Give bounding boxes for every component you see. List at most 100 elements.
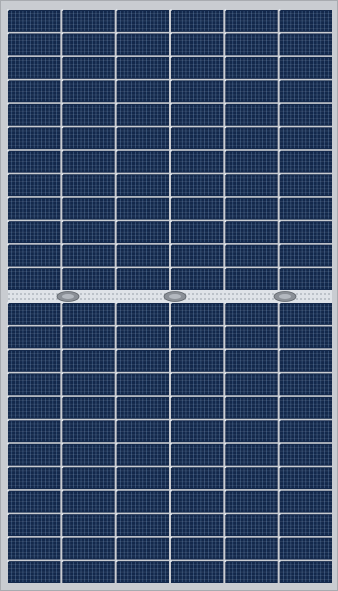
solar-cell xyxy=(61,302,115,325)
solar-cell xyxy=(115,32,169,56)
solar-cell xyxy=(278,149,332,173)
solar-cell xyxy=(115,395,169,419)
solar-cell xyxy=(278,196,332,220)
solar-cell xyxy=(7,419,61,443)
solar-cell xyxy=(278,32,332,56)
solar-cell xyxy=(115,196,169,220)
solar-cell xyxy=(170,9,224,32)
solar-cell xyxy=(7,466,61,490)
solar-cell xyxy=(7,395,61,419)
solar-cell xyxy=(278,243,332,267)
solar-cell xyxy=(224,79,278,103)
solar-cell xyxy=(170,149,224,173)
solar-cell xyxy=(115,220,169,244)
solar-cell xyxy=(7,536,61,560)
solar-cell xyxy=(61,513,115,537)
solar-cell xyxy=(224,56,278,79)
solar-cell xyxy=(170,419,224,443)
solar-cell xyxy=(61,243,115,267)
solar-cell xyxy=(115,243,169,267)
solar-cell xyxy=(61,79,115,103)
solar-cell xyxy=(7,560,61,583)
solar-cell xyxy=(115,372,169,396)
solar-cell xyxy=(278,466,332,490)
solar-cell xyxy=(61,149,115,173)
solar-cell xyxy=(61,466,115,490)
junction-boxes xyxy=(56,291,297,302)
solar-cell xyxy=(61,442,115,466)
solar-cell xyxy=(224,489,278,513)
solar-cell xyxy=(115,267,169,290)
solar-cell xyxy=(115,489,169,513)
solar-cell xyxy=(278,442,332,466)
solar-cell xyxy=(278,9,332,32)
solar-cell xyxy=(224,349,278,372)
solar-cell xyxy=(170,32,224,56)
solar-cell xyxy=(7,243,61,267)
solar-cell xyxy=(170,173,224,197)
solar-cell xyxy=(61,9,115,32)
solar-cell xyxy=(170,325,224,349)
solar-cell xyxy=(61,32,115,56)
solar-cell xyxy=(7,173,61,197)
solar-cell xyxy=(115,102,169,126)
solar-cell xyxy=(61,349,115,372)
solar-cell xyxy=(278,372,332,396)
solar-cell xyxy=(170,372,224,396)
solar-cell xyxy=(224,372,278,396)
solar-cell xyxy=(278,302,332,325)
solar-cell xyxy=(61,267,115,290)
solar-cell xyxy=(170,243,224,267)
solar-cell xyxy=(7,489,61,513)
solar-cell xyxy=(115,56,169,79)
solar-cell xyxy=(7,79,61,103)
solar-cell xyxy=(278,395,332,419)
solar-cell xyxy=(170,102,224,126)
solar-cell xyxy=(224,126,278,150)
solar-cell xyxy=(115,79,169,103)
solar-cell xyxy=(61,419,115,443)
solar-cell xyxy=(61,126,115,150)
solar-cell xyxy=(224,419,278,443)
solar-cell xyxy=(61,196,115,220)
solar-cell xyxy=(224,513,278,537)
solar-cell xyxy=(61,395,115,419)
solar-cell xyxy=(115,442,169,466)
solar-cell xyxy=(170,395,224,419)
solar-cell xyxy=(61,372,115,396)
solar-cell xyxy=(61,325,115,349)
solar-cell xyxy=(7,102,61,126)
solar-cell xyxy=(278,173,332,197)
solar-cell xyxy=(278,536,332,560)
solar-cell xyxy=(278,349,332,372)
solar-cell xyxy=(61,560,115,583)
solar-cell xyxy=(115,349,169,372)
solar-cell xyxy=(7,196,61,220)
solar-cell xyxy=(224,243,278,267)
solar-cell xyxy=(224,267,278,290)
solar-cell xyxy=(170,466,224,490)
solar-cell xyxy=(278,56,332,79)
solar-cell xyxy=(170,56,224,79)
solar-cell xyxy=(115,126,169,150)
solar-cell xyxy=(224,220,278,244)
solar-cell xyxy=(170,560,224,583)
junction-box xyxy=(163,291,187,302)
solar-cell xyxy=(7,442,61,466)
solar-cell xyxy=(278,489,332,513)
solar-cell xyxy=(115,466,169,490)
solar-cell xyxy=(170,196,224,220)
solar-cell xyxy=(115,419,169,443)
solar-cell xyxy=(170,126,224,150)
solar-cell xyxy=(170,220,224,244)
solar-cell xyxy=(278,267,332,290)
solar-cell xyxy=(115,560,169,583)
solar-cell xyxy=(61,536,115,560)
solar-cell xyxy=(61,173,115,197)
solar-cell xyxy=(7,56,61,79)
solar-cell xyxy=(7,126,61,150)
solar-cell xyxy=(278,325,332,349)
solar-cell xyxy=(224,536,278,560)
solar-cell xyxy=(7,149,61,173)
solar-cell xyxy=(7,372,61,396)
